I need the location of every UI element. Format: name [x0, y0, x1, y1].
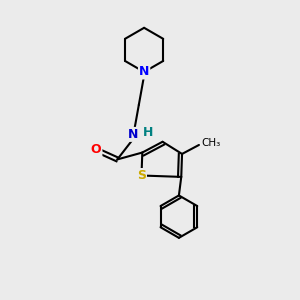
Text: N: N	[139, 65, 149, 79]
Text: S: S	[137, 169, 146, 182]
Text: CH₃: CH₃	[201, 138, 220, 148]
Text: N: N	[128, 128, 139, 141]
Text: H: H	[143, 126, 153, 140]
Text: O: O	[91, 143, 101, 156]
